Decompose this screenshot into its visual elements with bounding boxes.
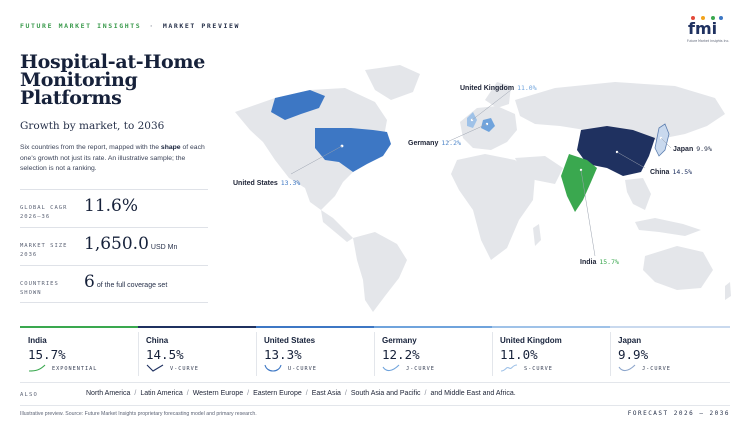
- country-cards: India 15.7% EXPONENTIAL China 14.5% V-CU…: [20, 326, 730, 378]
- stat-tail: of the full coverage set: [96, 282, 168, 289]
- region-item: East Asia: [311, 390, 341, 397]
- brand-name: FUTURE MARKET INSIGHTS: [20, 22, 142, 30]
- region-item: South Asia and Pacific: [350, 390, 421, 397]
- india-shape: [561, 154, 597, 212]
- card-curve-label: U-CURVE: [288, 366, 317, 372]
- card-name: Japan: [618, 336, 642, 345]
- card-india: India 15.7% EXPONENTIAL: [20, 326, 138, 378]
- stat-market-size: MARKET SIZE 2036 1,650.0 USD Mn: [20, 227, 208, 265]
- usa-shape: [315, 128, 391, 172]
- central-america: [321, 210, 353, 242]
- forecast-range: FORECAST 2026 – 2036: [627, 410, 730, 417]
- card-value: 9.9%: [618, 347, 649, 362]
- card-germany: Germany 12.2% J-CURVE: [374, 326, 492, 378]
- j-curve-icon: [382, 364, 400, 372]
- card-value: 15.7%: [28, 347, 66, 362]
- description-part2: of each one's growth not just its rate. …: [20, 144, 205, 172]
- stat-label: GLOBAL CAGR 2026–36: [20, 205, 68, 220]
- card-curve-label: J-CURVE: [406, 366, 435, 372]
- card-name: United States: [264, 336, 316, 345]
- logo-tagline: Future Market Insights Inc.: [687, 39, 729, 43]
- region-list: North America / Latin America / Western Euro…: [86, 390, 516, 397]
- card-name: Germany: [382, 336, 417, 345]
- also-regions-bar: ALSO North America / Latin America / Western…: [20, 382, 730, 406]
- stat-unit: USD Mn: [150, 244, 178, 251]
- card-curve-label: EXPONENTIAL: [52, 366, 98, 372]
- stat-countries: COUNTRIES SHOWN 6 of the full coverage set: [20, 265, 208, 303]
- j-curve-icon: [618, 364, 636, 372]
- v-curve-icon: [146, 364, 164, 372]
- card-name: China: [146, 336, 169, 345]
- asia: [515, 82, 725, 140]
- region-item: and Middle East and Africa.: [430, 390, 516, 397]
- region-item: North America: [86, 390, 131, 397]
- china-shape: [577, 126, 655, 176]
- south-america: [353, 232, 407, 312]
- africa: [451, 154, 535, 260]
- stat-label: MARKET SIZE 2036: [20, 243, 68, 258]
- page-title: Hospital-at-Home Monitoring Platforms: [20, 51, 206, 109]
- japan-shape: [654, 123, 670, 157]
- world-map: [235, 65, 731, 312]
- map-label-china: China 14.5%: [650, 168, 693, 176]
- stat-value: 1,650.0 USD Mn: [84, 234, 178, 254]
- middle-east: [515, 156, 563, 184]
- page-subtitle: Growth by market, to 2036: [20, 120, 165, 132]
- stat-label: COUNTRIES SHOWN: [20, 281, 59, 296]
- card-name: United Kingdom: [500, 336, 562, 345]
- card-united-states: United States 13.3% U-CURVE: [256, 326, 374, 378]
- s-curve-icon: [500, 364, 518, 372]
- stat-value: 11.6%: [84, 196, 139, 216]
- scandinavia: [485, 82, 511, 108]
- card-value: 14.5%: [146, 347, 184, 362]
- map-label-germany: Germany 12.2%: [408, 139, 461, 147]
- u-curve-icon: [264, 364, 282, 372]
- stat-global-cagr: GLOBAL CAGR 2026–36 11.6%: [20, 189, 208, 227]
- card-curve-label: S-CURVE: [524, 366, 553, 372]
- card-japan: Japan 9.9% J-CURVE: [610, 326, 730, 378]
- section-label: MARKET PREVIEW: [162, 22, 240, 30]
- card-value: 11.0%: [500, 347, 538, 362]
- card-united-kingdom: United Kingdom 11.0% S-CURVE: [492, 326, 610, 378]
- madagascar: [533, 224, 541, 246]
- card-value: 13.3%: [264, 347, 302, 362]
- new-zealand: [725, 282, 731, 300]
- card-curve-label: V-CURVE: [170, 366, 199, 372]
- map-label-uk: United Kingdom 11.0%: [460, 84, 537, 92]
- description-part1: Six countries from the report, mapped wi…: [20, 144, 161, 151]
- map-label-us: United States 13.3%: [233, 179, 301, 187]
- germany-shape: [481, 118, 495, 132]
- region-item: Latin America: [140, 390, 183, 397]
- stat-value: 6 of the full coverage set: [84, 272, 168, 292]
- exponential-curve-icon: [28, 364, 46, 372]
- source-footnote: Illustrative preview. Source: Future Mar…: [20, 411, 257, 417]
- fmi-logo: fmi Future Market Insights Inc.: [687, 16, 729, 43]
- australia: [643, 246, 713, 290]
- top-bar: FUTURE MARKET INSIGHTS · MARKET PREVIEW: [20, 22, 240, 30]
- southeast-asia: [625, 178, 651, 210]
- leader-lines: [290, 89, 672, 257]
- card-china: China 14.5% V-CURVE: [138, 326, 256, 378]
- card-curve-label: J-CURVE: [642, 366, 671, 372]
- region-item: Eastern Europe: [253, 390, 302, 397]
- card-value: 12.2%: [382, 347, 420, 362]
- logo-text: fmi: [688, 19, 717, 38]
- description-bold: shape: [160, 144, 181, 151]
- indonesia: [635, 218, 701, 236]
- header-separator: ·: [149, 22, 155, 30]
- map-label-india: India 15.7%: [580, 258, 619, 266]
- greenland: [365, 65, 420, 100]
- also-label: ALSO: [20, 392, 39, 398]
- region-item: Western Europe: [192, 390, 244, 397]
- card-name: India: [28, 336, 47, 345]
- alaska-us: [271, 90, 325, 120]
- north-america: [235, 88, 387, 210]
- description: Six countries from the report, mapped wi…: [20, 143, 210, 175]
- map-label-japan: Japan 9.9%: [673, 145, 712, 153]
